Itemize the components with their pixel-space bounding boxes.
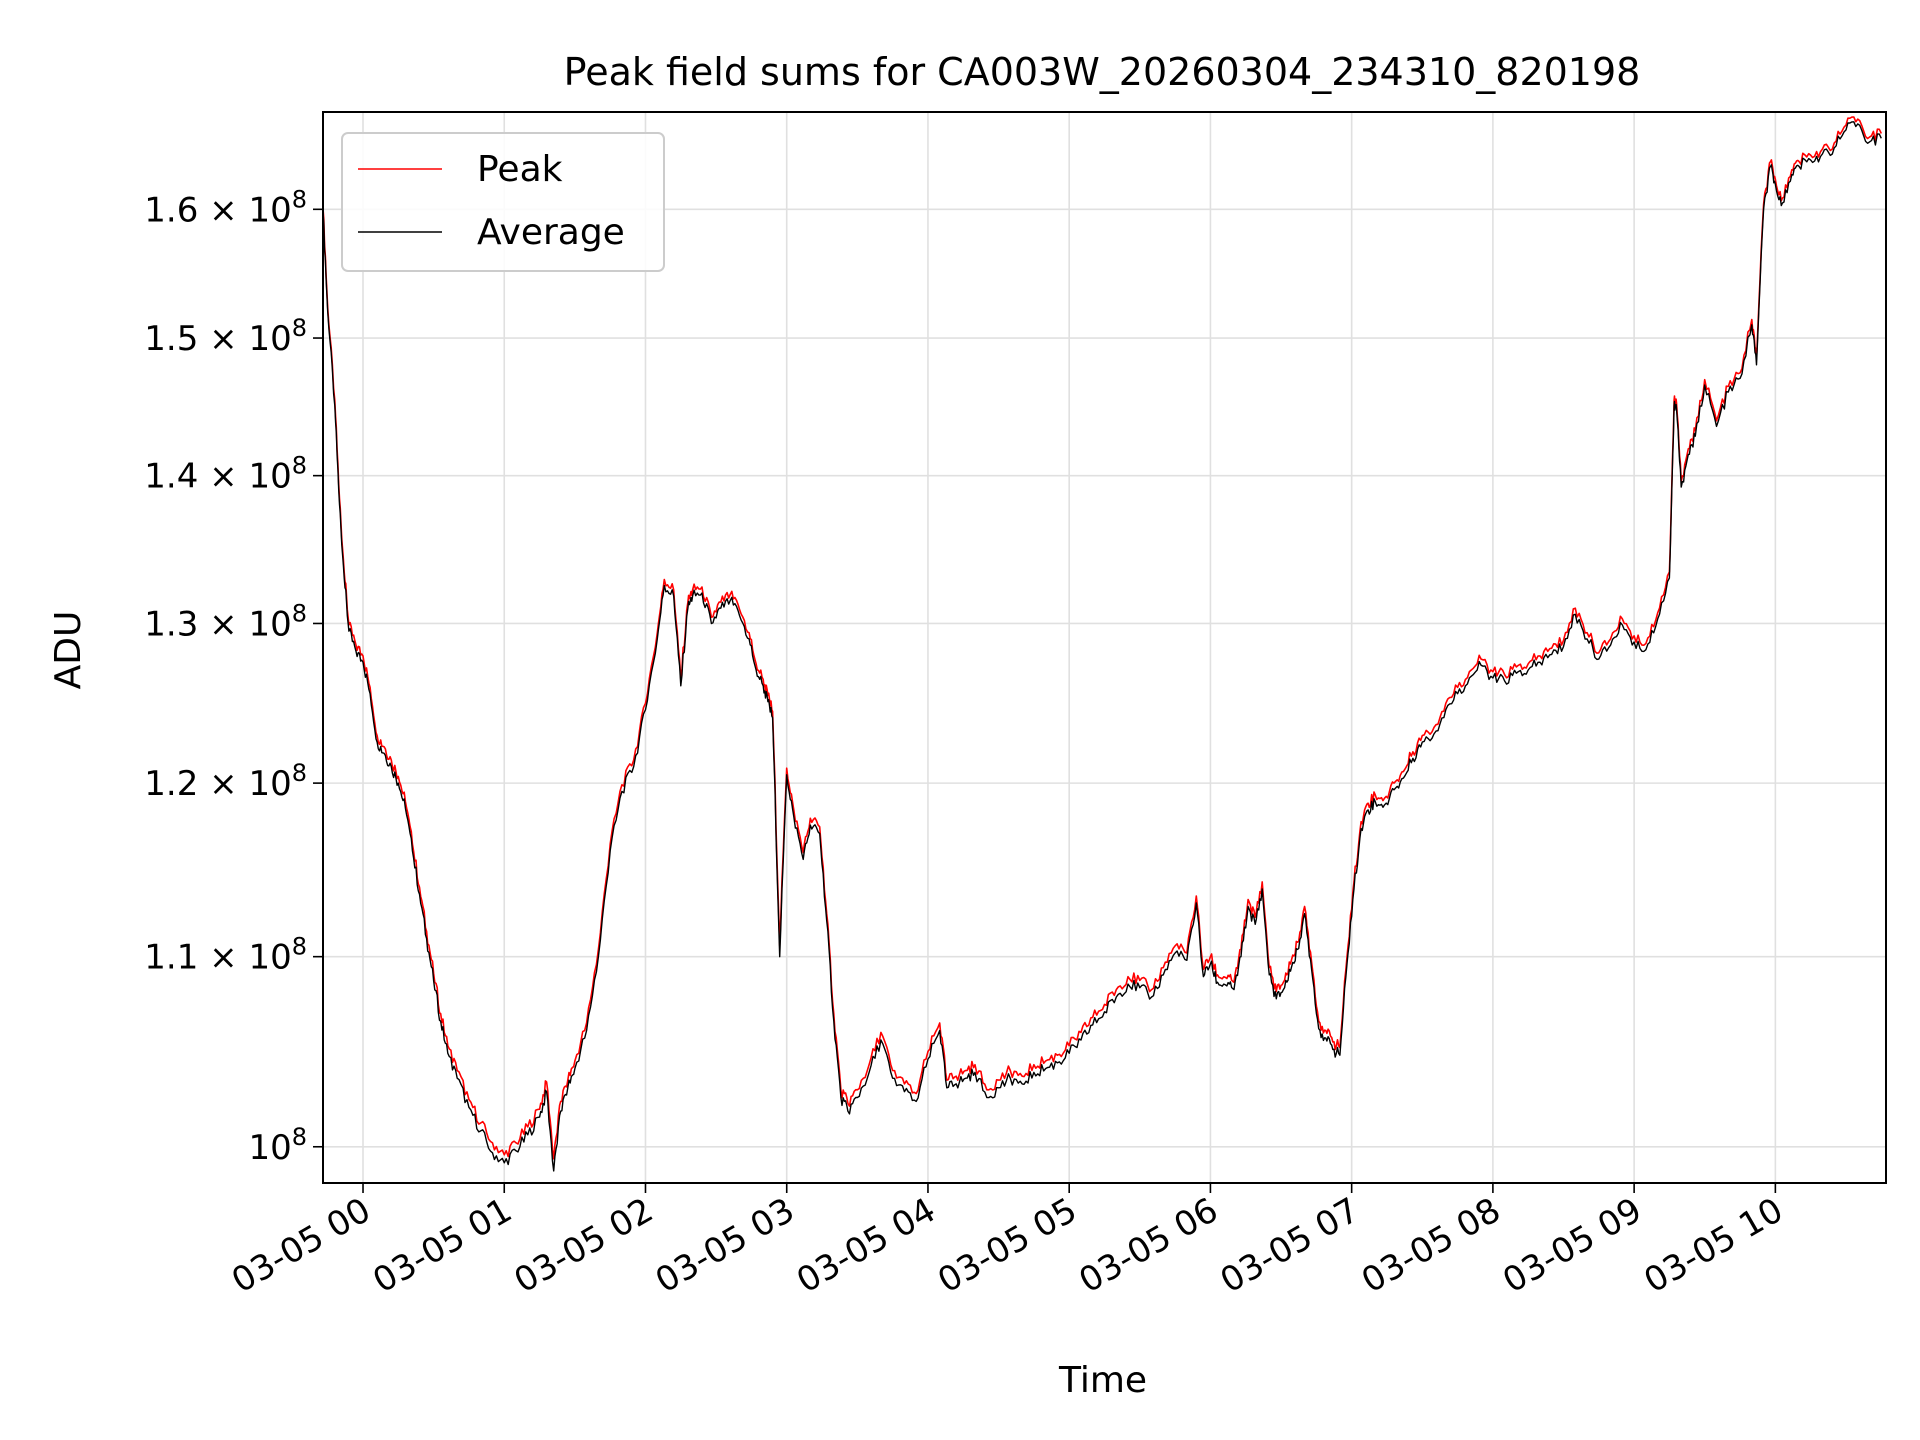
legend-label-peak: Peak <box>477 149 563 190</box>
y-tick-label: 1.6 × 108 <box>144 185 307 230</box>
y-axis-label: ADU <box>48 611 89 690</box>
y-axis: 108 1.1 × 108 1.2 × 108 1.3 × 108 1.4 × 108 1… <box>144 185 323 1168</box>
legend-box <box>341 132 665 272</box>
y-tick-label: 1.2 × 108 <box>144 759 307 804</box>
plot-frame <box>322 111 1887 1184</box>
y-tick-label: 1.3 × 108 <box>144 599 307 644</box>
grid-lines <box>323 112 1886 1183</box>
x-axis-label: Time <box>1058 1360 1147 1401</box>
y-tick-label: 1.5 × 108 <box>144 314 307 359</box>
y-tick-label: 1.1 × 108 <box>144 933 307 978</box>
legend-label-average: Average <box>477 212 625 253</box>
y-tick-label: 1.4 × 108 <box>144 452 307 497</box>
legend: Peak Average <box>341 132 665 272</box>
plot-area <box>322 116 1883 1172</box>
y-tick-label: 108 <box>248 1123 307 1168</box>
series-line-average <box>322 121 1882 1172</box>
chart-title: Peak field sums for CA003W_20260304_2343… <box>564 50 1641 94</box>
